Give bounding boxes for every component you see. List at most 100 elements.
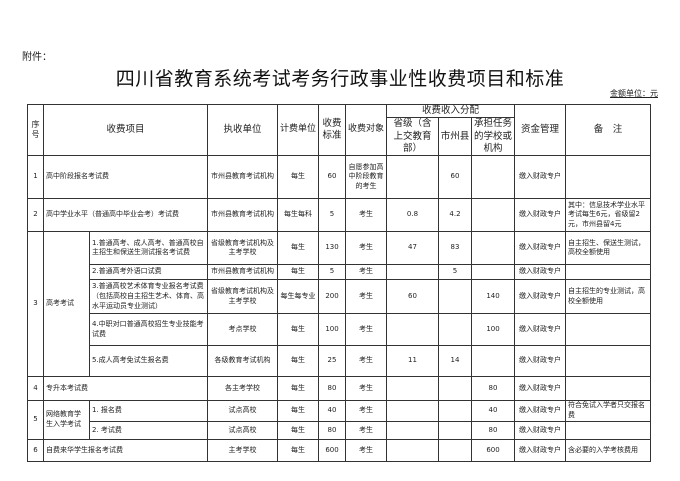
row-standard: 100 [318, 313, 346, 347]
row-standard: 80 [318, 376, 346, 402]
row-billing-unit: 每生每专业 [277, 279, 319, 315]
table-row: 5 网络教育学生入学考试 1. 报名费 试点高校 每生 40 考生 40 缴入财政专户 符合免试入… [27, 400, 651, 440]
header-city-county: 市州县 [438, 117, 472, 157]
row-fund-mgmt: 缴入财政专户 [514, 376, 566, 402]
row-target: 考生 [345, 400, 387, 422]
row-fund-mgmt: 缴入财政专户 [514, 313, 566, 347]
row-collector: 试点高校 [207, 420, 278, 440]
row-target: 自愿参加高中阶段教育的考生 [345, 155, 387, 200]
document-title: 四川省教育系统考试考务行政事业性收费项目和标准 [115, 68, 565, 90]
row-standard: 5 [318, 264, 346, 281]
row-billing-unit: 每生 [277, 155, 319, 200]
row-school [471, 231, 515, 266]
row-standard: 130 [318, 231, 346, 266]
row-city-county [438, 438, 472, 462]
row-billing-unit: 每生 [277, 231, 319, 266]
row-school [471, 345, 515, 378]
header-provincial: 省级（含上交教育部） [386, 117, 439, 157]
row-school [471, 155, 515, 200]
row-provincial: 11 [386, 345, 439, 378]
row-fund-mgmt: 缴入财政专户 [514, 155, 566, 200]
row-collector: 试点高校 [207, 400, 278, 422]
row-remark: 符合免试入学者只交报名费 [565, 400, 651, 422]
header-school: 承担任务的学校或机构 [471, 117, 515, 157]
row-provincial [386, 264, 439, 281]
row-fund-mgmt: 缴入财政专户 [514, 420, 566, 440]
header-collector: 执收单位 [207, 103, 278, 157]
row-provincial [386, 155, 439, 200]
row-billing-unit: 每生 [277, 420, 319, 440]
row-standard: 40 [318, 400, 346, 422]
row-city-county [438, 376, 472, 402]
row-school [471, 264, 515, 281]
row-item: 2.普通高考外语口试费 [89, 264, 208, 281]
row-city-county: 60 [438, 155, 472, 200]
row-billing-unit: 每生 [277, 264, 319, 281]
row-item: 1.普通高考、成人高考、普通高校自主招生和保送生测试报名考试费 [89, 231, 208, 266]
row-seq: 2 [27, 198, 44, 233]
row-provincial [386, 438, 439, 462]
row-school: 100 [471, 313, 515, 347]
row-city-county: 14 [438, 345, 472, 378]
row-standard: 600 [318, 438, 346, 462]
row-collector: 考点学校 [207, 313, 278, 347]
row-provincial: 47 [386, 231, 439, 266]
header-row: 序号 收费项目 执收单位 计费单位 收费标准 收费对象 收费收入分配 资金管理 … [27, 103, 651, 157]
row-billing-unit: 每生 [277, 400, 319, 422]
table-row: 1 高中阶段报名考试费 市州县教育考试机构 每生 60 自愿参加高中阶段教育的考生 60 缴入… [27, 155, 651, 200]
amount-unit: 金额单位：元 [610, 89, 658, 98]
row-billing-unit: 每生 [277, 345, 319, 378]
row-seq: 6 [27, 438, 44, 462]
row-collector: 市州县教育考试机构 [207, 264, 278, 281]
row-item: 5.成人高考免试生报名费 [89, 345, 208, 378]
row-provincial: 60 [386, 279, 439, 315]
header-remark: 备 注 [565, 103, 651, 157]
row-item: 3.普通高校艺术体育专业报名考试费（包括高校自主招生艺术、体育、高水平运动员专业… [89, 279, 208, 315]
row-target: 考生 [345, 420, 387, 440]
row-fund-mgmt: 缴入财政专户 [514, 264, 566, 281]
row-remark [565, 345, 651, 378]
row-collector: 各主考学校 [207, 376, 278, 402]
row-school: 600 [471, 438, 515, 462]
row-item: 4.中职对口普通高校招生专业技能考试费 [89, 313, 208, 347]
row-remark [565, 376, 651, 402]
row-seq: 1 [27, 155, 44, 200]
row-fund-mgmt: 缴入财政专户 [514, 198, 566, 233]
row-fund-mgmt: 缴入财政专户 [514, 279, 566, 315]
row-collector: 各级教育考试机构 [207, 345, 278, 378]
row-collector: 主考学校 [207, 438, 278, 462]
row-provincial [386, 420, 439, 440]
row-standard: 25 [318, 345, 346, 378]
table-row: 2.普通高考外语口试费 市州县教育考试机构 每生 5 考生 5 缴入财政专户 [28, 264, 651, 281]
row-item: 专升本考试费 [43, 376, 208, 402]
row-remark: 其中：信息技术学业水平考试每生6元，省级留2元，市州县留4元 [565, 198, 651, 233]
row-remark [565, 155, 651, 200]
row-item: 高中阶段报名考试费 [43, 155, 208, 200]
table-row: 3.普通高校艺术体育专业报名考试费（包括高校自主招生艺术、体育、高水平运动员专业… [28, 279, 651, 315]
row-city-county: 83 [438, 231, 472, 266]
row-group: 网络教育学生入学考试 [43, 400, 90, 440]
row-provincial: 0.8 [386, 198, 439, 233]
table-row: 6 自费来华学生报名考试费 主考学校 每生 600 考生 600 缴入财政专户 含必要的入学考核… [27, 438, 651, 462]
row-standard: 5 [318, 198, 346, 233]
row-standard: 200 [318, 279, 346, 315]
row-remark: 自主招生的专业测试，高校全额使用 [565, 279, 651, 315]
row-fund-mgmt: 缴入财政专户 [514, 438, 566, 462]
row-remark [565, 313, 651, 347]
header-distribution: 收费收入分配 [386, 103, 515, 119]
row-target: 考生 [345, 345, 387, 378]
row-item: 2. 考试费 [89, 420, 208, 440]
row-target: 考生 [345, 438, 387, 462]
row-group: 高考考试 [43, 231, 90, 378]
row-item: 自费来华学生报名考试费 [43, 438, 208, 462]
row-fund-mgmt: 缴入财政专户 [514, 231, 566, 266]
row-remark [565, 420, 651, 440]
row-provincial [386, 376, 439, 402]
row-seq: 3 [27, 231, 44, 378]
row-standard: 80 [318, 420, 346, 440]
attachment-label: 附件： [22, 52, 52, 63]
row-remark: 含必要的入学考核费用 [565, 438, 651, 462]
row-provincial [386, 313, 439, 347]
row-target: 考生 [345, 376, 387, 402]
row-billing-unit: 每生每科 [277, 198, 319, 233]
